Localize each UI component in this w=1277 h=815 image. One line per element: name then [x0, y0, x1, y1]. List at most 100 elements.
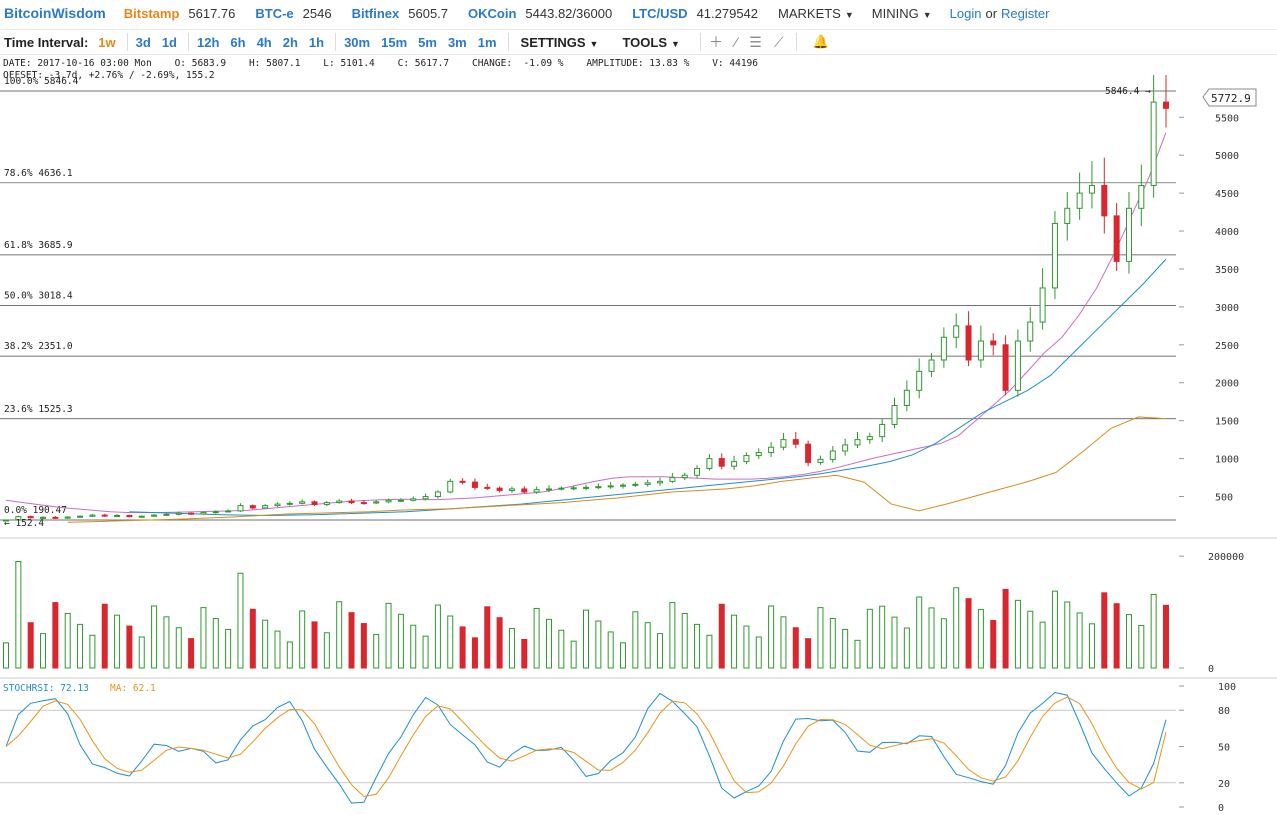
crosshair-icon[interactable]: ＋ [708, 34, 723, 50]
volume-bar [743, 625, 750, 669]
volume-bar [3, 642, 9, 669]
interval-1w[interactable]: 1w [98, 34, 116, 50]
exchange-bitfinex[interactable]: Bitfinex [351, 5, 400, 21]
volume-bar [1002, 588, 1009, 669]
exchange-btce[interactable]: BTC-e [255, 5, 294, 21]
stoch-axis-label: 20 [1218, 779, 1230, 790]
candle-body [188, 512, 195, 515]
candle-body [545, 488, 552, 491]
candle-body [422, 496, 429, 500]
volume-bar [373, 633, 380, 669]
candle-body [385, 499, 392, 503]
login-link[interactable]: Login [949, 5, 982, 21]
price-chart[interactable]: 100.0% 5846.4 78.6% 4636.1 61.8% 3685.9 50.… [0, 75, 1277, 815]
candle-body [360, 502, 367, 505]
interval-5m[interactable]: 5m [418, 34, 437, 50]
candle-body [114, 514, 121, 517]
interval-1m[interactable]: 1m [477, 34, 497, 50]
interval-12h[interactable]: 12h [196, 34, 220, 50]
candle-body [1039, 287, 1046, 323]
ema-mid-line [129, 258, 1167, 517]
candle-body [77, 515, 84, 518]
exchange-okcoin[interactable]: OKCoin [468, 5, 517, 21]
volume-bar [940, 618, 947, 669]
candle-body [1101, 185, 1108, 217]
chevron-down-icon: ▼ [922, 9, 932, 20]
interval-3d[interactable]: 3d [135, 34, 151, 50]
interval-1h[interactable]: 1h [308, 34, 325, 50]
volume-bar [768, 605, 775, 669]
candle-body [965, 325, 972, 361]
candle-body [1125, 207, 1132, 262]
candle-body [1014, 340, 1021, 391]
volume-bar [212, 618, 219, 669]
candle-body [151, 514, 158, 517]
register-link[interactable]: Register [1001, 5, 1050, 21]
volume-bar [163, 616, 170, 669]
candle-body [348, 500, 355, 504]
volume-bar [434, 604, 441, 669]
volume-bar [138, 636, 145, 669]
exchange-ltcusd[interactable]: LTC/USD [632, 5, 688, 21]
volume-bar [77, 623, 84, 669]
fan-icon[interactable]: ⟋ [773, 33, 784, 50]
price-axis-label: 3000 [1215, 303, 1239, 314]
interval-15m[interactable]: 15m [381, 34, 408, 50]
candle-body [743, 455, 750, 463]
volume-bar [903, 627, 910, 669]
moving-averages [5, 132, 1167, 523]
exchange-bitstamp[interactable]: Bitstamp [123, 5, 180, 21]
candle-body [866, 436, 873, 441]
candle-body [1138, 185, 1145, 209]
volume-bar [694, 623, 701, 669]
settings-menu[interactable]: SETTINGS ▼ [521, 35, 599, 50]
top-navigation: BitcoinWisdom Bitstamp 5617.76 BTC-e 2546 … [0, 0, 1277, 26]
interval-4h[interactable]: 4h [256, 34, 272, 50]
volume-bar [64, 612, 71, 669]
line-icon[interactable]: ⁄ [734, 34, 738, 50]
volume-bar [595, 620, 602, 669]
fib-label: 23.6% 1525.3 [4, 404, 73, 415]
volume-bar [644, 622, 651, 669]
tools-menu[interactable]: TOOLS ▼ [622, 35, 679, 50]
bell-icon[interactable]: 🔔 [812, 34, 829, 49]
high-price-label: 5846.4 → [1105, 86, 1151, 97]
candle-body [27, 516, 34, 519]
tools-label: TOOLS [622, 34, 668, 50]
volume-bar [1125, 614, 1132, 669]
volume-bar [52, 602, 59, 669]
volume-bar [40, 633, 47, 669]
volume-bar [151, 605, 158, 669]
interval-1d[interactable]: 1d [161, 34, 177, 50]
volume-bar [1039, 621, 1046, 669]
volume-bar [1027, 610, 1034, 669]
volume-bar [977, 609, 984, 669]
mining-menu[interactable]: MINING ▼ [872, 6, 932, 21]
volume-bar [447, 615, 454, 669]
interval-6h[interactable]: 6h [230, 34, 246, 50]
ema-fast-line [5, 132, 1167, 513]
volume-bar [1163, 604, 1169, 669]
volume-bar [965, 598, 972, 669]
fib-label: 61.8% 3685.9 [4, 240, 73, 251]
interval-3m[interactable]: 3m [447, 34, 467, 50]
volume-bar [681, 612, 688, 669]
volume-bar [200, 607, 207, 669]
brand-logo[interactable]: BitcoinWisdom [4, 5, 106, 21]
candle-body [286, 502, 293, 505]
volume-bar [1101, 592, 1108, 669]
volume-bar [545, 618, 552, 669]
interval-30m[interactable]: 30m [344, 34, 371, 50]
candle-body [508, 488, 515, 491]
volume-bar [792, 627, 799, 669]
interval-2h[interactable]: 2h [282, 34, 298, 50]
candle-body [64, 516, 71, 519]
price-okcoin: 5443.82/36000 [525, 5, 613, 21]
divider [507, 33, 509, 51]
hlines-icon[interactable]: ☰ [749, 33, 762, 50]
markets-menu[interactable]: MARKETS ▼ [778, 6, 854, 21]
fib-label: 50.0% 3018.4 [4, 291, 73, 302]
candle-body [101, 514, 108, 517]
volume-bar [15, 560, 22, 669]
candle-body [940, 336, 947, 361]
